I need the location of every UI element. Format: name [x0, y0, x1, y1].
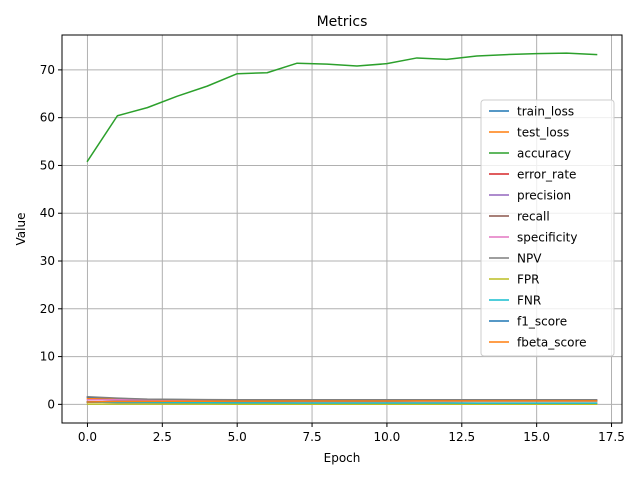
series-lines [86, 52, 598, 405]
legend-label: f1_score [517, 315, 567, 329]
legend-label: error_rate [517, 168, 576, 182]
y-tick-label: 10 [40, 350, 55, 364]
legend-box [480, 99, 615, 357]
y-tick-label: 20 [40, 302, 55, 316]
y-tick-label: 30 [40, 254, 55, 268]
y-tick-label: 0 [47, 397, 55, 411]
x-tick-label: 0.0 [78, 430, 97, 444]
y-axis-ticks: 0 10 20 30 40 50 60 70 [40, 63, 62, 411]
x-axis-ticks: 0.0 2.5 5.0 7.5 10.0 12.5 15.0 17.5 [78, 423, 625, 444]
legend-label: FNR [517, 294, 541, 308]
x-tick-label: 12.5 [448, 430, 475, 444]
legend-label: fbeta_score [517, 336, 587, 350]
x-tick-label: 10.0 [374, 430, 401, 444]
y-axis-label: Value [14, 213, 28, 246]
legend-label: specificity [517, 231, 577, 245]
legend-label: recall [517, 210, 550, 224]
legend-label: NPV [517, 252, 542, 266]
series-line-npv [86, 395, 598, 401]
y-tick-label: 50 [40, 158, 55, 172]
x-tick-label: 17.5 [598, 430, 625, 444]
legend-label: FPR [517, 273, 539, 287]
legend-label: test_loss [517, 126, 569, 140]
legend-label: accuracy [517, 147, 571, 161]
x-tick-label: 2.5 [153, 430, 172, 444]
x-tick-label: 7.5 [303, 430, 322, 444]
y-tick-label: 40 [40, 206, 55, 220]
series-line-fbeta-score [86, 400, 598, 403]
series-line-fnr [86, 401, 598, 404]
x-axis-label: Epoch [324, 451, 361, 465]
chart-title: Metrics [317, 14, 368, 30]
legend: train_loss test_loss accuracy error_ratepre… [480, 99, 615, 357]
x-tick-label: 5.0 [228, 430, 247, 444]
legend-label: precision [517, 189, 571, 203]
plot-frame [61, 34, 623, 424]
y-tick-label: 60 [40, 111, 55, 125]
x-tick-label: 15.0 [523, 430, 550, 444]
series-line-accuracy [86, 52, 598, 163]
y-tick-label: 70 [40, 63, 55, 77]
legend-label: train_loss [517, 105, 574, 119]
